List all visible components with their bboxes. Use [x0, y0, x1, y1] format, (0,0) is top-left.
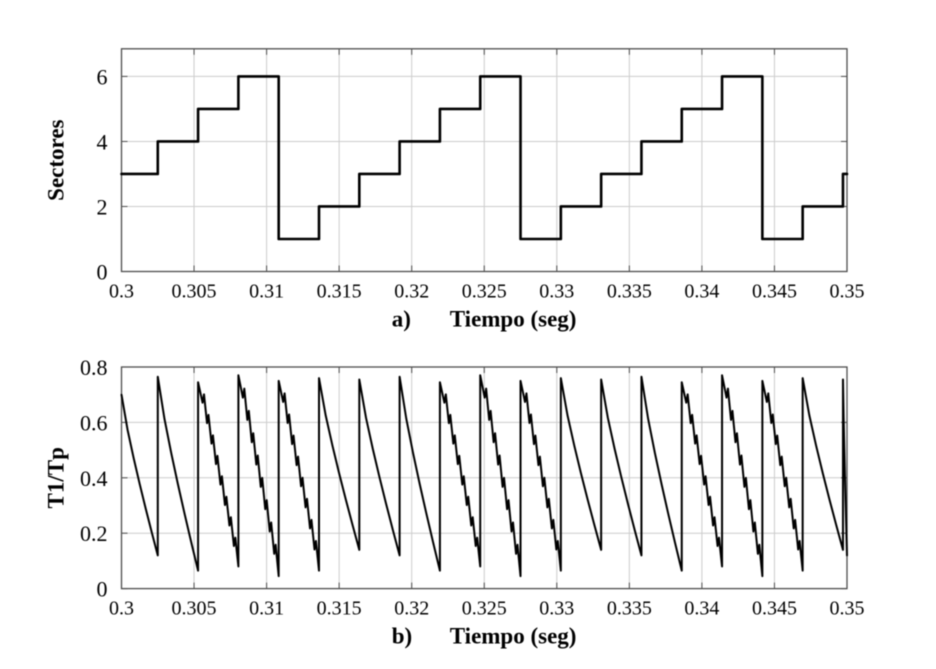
svg-text:0.345: 0.345 [752, 598, 797, 620]
svg-text:0.34: 0.34 [684, 598, 719, 620]
svg-text:0: 0 [97, 260, 108, 285]
svg-text:0: 0 [97, 577, 108, 602]
svg-text:Tiempo (seg): Tiempo (seg) [450, 624, 577, 649]
svg-text:0.3: 0.3 [109, 598, 134, 620]
svg-text:0.34: 0.34 [684, 281, 719, 303]
svg-text:Sectores: Sectores [44, 119, 69, 200]
svg-text:0.315: 0.315 [317, 281, 362, 303]
svg-text:0.35: 0.35 [830, 281, 865, 303]
svg-text:b): b) [392, 624, 412, 649]
svg-text:0.35: 0.35 [830, 598, 865, 620]
svg-text:2: 2 [97, 194, 108, 219]
svg-text:0.33: 0.33 [539, 598, 574, 620]
svg-text:0.345: 0.345 [752, 281, 797, 303]
svg-text:0.4: 0.4 [80, 466, 108, 491]
svg-text:0.325: 0.325 [462, 598, 507, 620]
svg-text:6: 6 [97, 64, 108, 89]
svg-text:0.305: 0.305 [172, 598, 217, 620]
svg-text:T1/Tp: T1/Tp [44, 447, 69, 508]
svg-text:a): a) [392, 307, 411, 332]
svg-text:0.31: 0.31 [249, 598, 284, 620]
svg-text:0.6: 0.6 [80, 410, 108, 435]
svg-text:0.32: 0.32 [394, 281, 429, 303]
svg-text:0.305: 0.305 [172, 281, 217, 303]
svg-text:0.8: 0.8 [80, 355, 108, 380]
svg-text:0.335: 0.335 [607, 281, 652, 303]
svg-text:0.32: 0.32 [394, 598, 429, 620]
svg-text:0.325: 0.325 [462, 281, 507, 303]
svg-text:0.315: 0.315 [317, 598, 362, 620]
svg-text:Tiempo (seg): Tiempo (seg) [450, 307, 577, 332]
svg-text:0.31: 0.31 [249, 281, 284, 303]
svg-text:0.3: 0.3 [109, 281, 134, 303]
svg-text:0.2: 0.2 [80, 521, 108, 546]
svg-text:4: 4 [97, 129, 108, 154]
svg-text:0.33: 0.33 [539, 281, 574, 303]
svg-text:0.335: 0.335 [607, 598, 652, 620]
